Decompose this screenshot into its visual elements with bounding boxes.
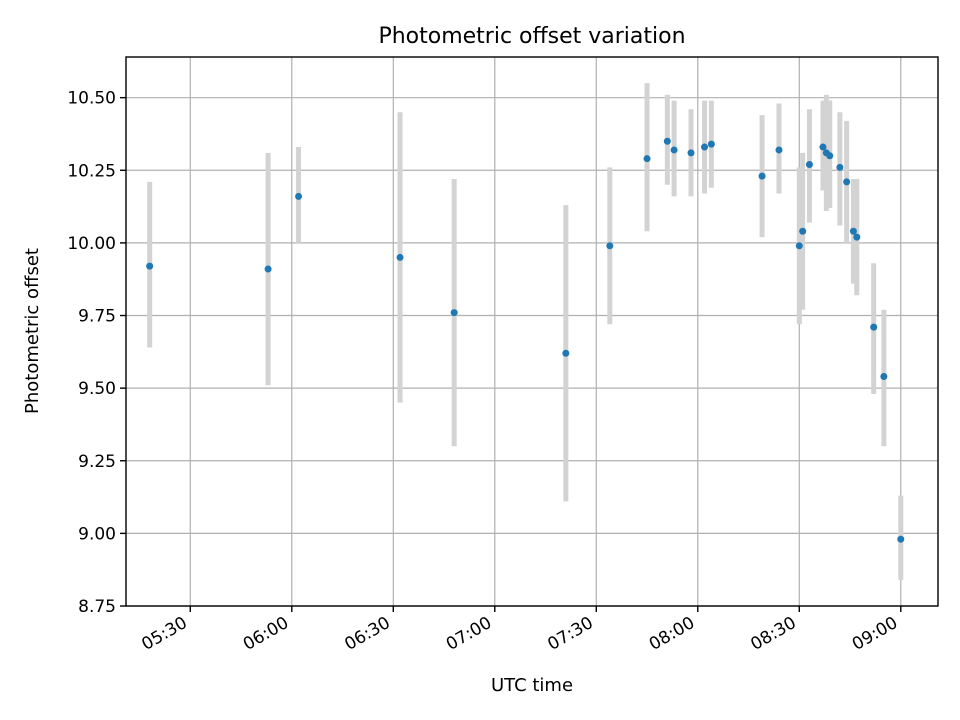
data-point — [836, 163, 844, 171]
data-points — [146, 137, 905, 543]
data-point — [870, 323, 878, 331]
data-point — [805, 160, 813, 168]
y-tick-label: 10.50 — [67, 89, 116, 109]
data-point — [146, 262, 154, 270]
data-point — [853, 233, 861, 241]
data-point — [775, 146, 783, 154]
x-tick-label: 06:30 — [341, 613, 393, 655]
data-point — [849, 227, 857, 235]
chart-title: Photometric offset variation — [378, 24, 685, 49]
y-tick-label: 8.75 — [78, 597, 116, 617]
y-tick-label: 9.50 — [78, 379, 116, 399]
x-tick-label: 07:30 — [544, 613, 596, 655]
y-tick-label: 9.00 — [78, 524, 116, 544]
x-tick-label: 07:00 — [443, 613, 495, 655]
data-point — [643, 155, 651, 163]
data-point — [826, 152, 834, 160]
data-point — [663, 137, 671, 145]
data-point — [701, 143, 709, 151]
data-point — [687, 149, 695, 157]
x-tick-label: 09:00 — [849, 613, 901, 655]
data-point — [758, 172, 766, 180]
data-point — [795, 242, 803, 250]
data-point — [450, 309, 458, 317]
data-point — [264, 265, 272, 273]
grid — [126, 57, 938, 607]
data-point — [880, 373, 888, 381]
error-bars — [147, 83, 904, 580]
x-tick-label: 08:00 — [646, 613, 698, 655]
y-tick-label: 9.75 — [78, 307, 116, 327]
y-tick-label: 10.25 — [67, 161, 116, 181]
x-tick-label: 05:30 — [138, 613, 190, 655]
data-point — [670, 146, 678, 154]
x-axis-label: UTC time — [491, 675, 573, 696]
x-tick-label: 08:30 — [747, 613, 799, 655]
x-axis-ticks: 05:30 06:00 06:30 07:00 07:30 08:00 08:30 09:00 — [138, 606, 902, 655]
x-tick-label: 06:00 — [240, 613, 292, 655]
y-axis-ticks: 8.75 9.00 9.25 9.50 9.75 10.00 10.25 10.50 — [67, 89, 126, 617]
y-axis-label: Photometric offset — [22, 248, 43, 414]
y-tick-label: 10.00 — [67, 234, 116, 254]
y-tick-label: 9.25 — [78, 452, 116, 472]
data-point — [843, 178, 851, 186]
data-point — [707, 140, 715, 148]
data-point — [606, 242, 614, 250]
data-point — [897, 535, 905, 543]
data-point — [295, 192, 303, 200]
plot-frame — [125, 56, 939, 607]
data-point — [819, 143, 827, 151]
data-point — [799, 227, 807, 235]
data-point — [562, 349, 570, 357]
data-point — [396, 253, 404, 261]
